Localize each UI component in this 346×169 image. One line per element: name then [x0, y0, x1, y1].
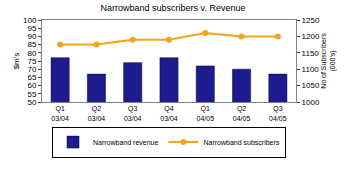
svg-text:$m's: $m's	[12, 53, 21, 70]
svg-text:1000: 1000	[302, 98, 320, 107]
svg-text:90: 90	[27, 32, 36, 41]
svg-text:95: 95	[27, 24, 36, 33]
svg-text:No of Subscribers(000's): No of Subscribers(000's)	[320, 33, 337, 89]
svg-text:80: 80	[27, 49, 36, 58]
svg-text:65: 65	[27, 73, 36, 82]
svg-text:Q204/05: Q204/05	[233, 105, 251, 121]
svg-text:70: 70	[27, 65, 36, 74]
svg-text:1150: 1150	[302, 49, 320, 58]
svg-text:Narrowband subscribers v. Reve: Narrowband subscribers v. Revenue	[101, 3, 246, 13]
svg-text:Q203/04: Q203/04	[88, 105, 106, 121]
svg-text:100: 100	[23, 16, 37, 25]
svg-text:Narrowband revenue: Narrowband revenue	[93, 139, 158, 146]
svg-text:85: 85	[27, 40, 36, 49]
svg-text:55: 55	[27, 90, 36, 99]
svg-text:Q403/04: Q403/04	[160, 105, 178, 121]
svg-text:Q104/05: Q104/05	[197, 105, 215, 121]
svg-text:Q303/04: Q303/04	[124, 105, 142, 121]
svg-text:1250: 1250	[302, 16, 320, 25]
svg-text:1050: 1050	[302, 81, 320, 90]
svg-text:1200: 1200	[302, 32, 320, 41]
svg-text:75: 75	[27, 57, 36, 66]
svg-text:50: 50	[27, 98, 36, 107]
svg-text:60: 60	[27, 81, 36, 90]
svg-text:1100: 1100	[302, 65, 320, 74]
svg-text:Narrowband subscribers: Narrowband subscribers	[203, 139, 279, 146]
svg-text:Q304/05: Q304/05	[269, 105, 287, 121]
svg-text:Q103/04: Q103/04	[51, 105, 69, 121]
